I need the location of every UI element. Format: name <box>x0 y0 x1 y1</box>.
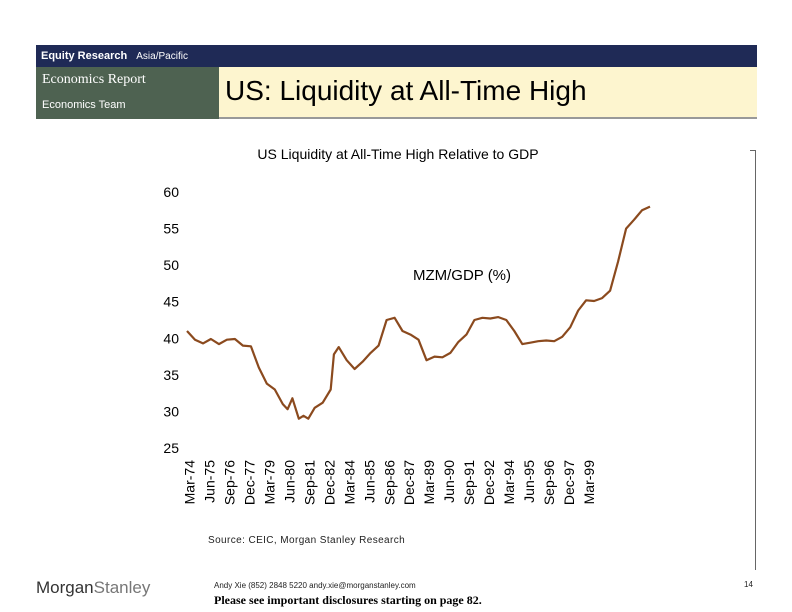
x-tick-label: Jun-85 <box>361 460 377 503</box>
x-tick-label: Sep-96 <box>541 460 557 505</box>
title-box: US: Liquidity at All-Time High <box>219 67 757 119</box>
y-tick-label: 45 <box>163 294 179 310</box>
y-tick-label: 35 <box>163 367 179 383</box>
x-tick-label: Dec-97 <box>561 460 577 505</box>
logo-part-stanley: Stanley <box>93 578 151 597</box>
y-tick-label: 30 <box>163 403 179 419</box>
contact-info: Andy Xie (852) 2848 5220 andy.xie@morgan… <box>214 581 416 590</box>
x-tick-label: Jun-95 <box>521 460 537 503</box>
x-tick-label: Sep-91 <box>461 460 477 505</box>
y-tick-label: 25 <box>163 440 179 456</box>
morgan-stanley-logo: MorganStanley <box>36 578 150 598</box>
y-tick-label: 60 <box>163 184 179 200</box>
x-tick-label: Mar-89 <box>421 460 437 505</box>
x-tick-label: Dec-92 <box>481 460 497 505</box>
x-tick-label: Mar-99 <box>581 460 597 505</box>
right-divider-tick <box>750 150 756 151</box>
x-tick-label: Sep-86 <box>381 460 397 505</box>
x-tick-label: Sep-81 <box>301 460 317 505</box>
page-number: 14 <box>744 580 753 589</box>
x-tick-label: Sep-76 <box>222 460 238 505</box>
x-tick-label: Mar-79 <box>262 460 278 505</box>
x-tick-label: Dec-82 <box>321 460 337 505</box>
y-axis: 60 55 50 45 40 35 30 25 <box>163 184 179 456</box>
right-divider <box>755 150 756 570</box>
x-tick-label: Jun-80 <box>281 460 297 503</box>
region-label: Asia/Pacific <box>136 51 188 62</box>
logo-part-morgan: Morgan <box>36 578 94 597</box>
y-tick-label: 55 <box>163 221 179 237</box>
team-name: Economics Team <box>42 99 126 111</box>
series-label: MZM/GDP (%) <box>413 267 511 284</box>
chart-title: US Liquidity at All-Time High Relative t… <box>257 146 538 162</box>
series-line <box>186 205 651 420</box>
page-title: US: Liquidity at All-Time High <box>225 75 587 106</box>
disclosure-link[interactable]: Please see important disclosures startin… <box>214 593 482 607</box>
x-tick-label: Mar-74 <box>182 460 198 505</box>
source-note: Source: CEIC, Morgan Stanley Research <box>208 535 406 546</box>
x-tick-label: Mar-94 <box>501 460 517 505</box>
report-type: Economics Report <box>42 72 146 87</box>
brand-label: Equity Research <box>41 50 128 62</box>
report-info-box: Economics Report Economics Team <box>36 67 219 119</box>
x-tick-label: Jun-75 <box>202 460 218 503</box>
x-tick-label: Dec-87 <box>401 460 417 505</box>
x-tick-label: Jun-90 <box>441 460 457 503</box>
x-tick-label: Dec-77 <box>242 460 258 505</box>
y-tick-label: 50 <box>163 257 179 273</box>
y-tick-label: 40 <box>163 330 179 346</box>
x-axis: Mar-74 Jun-75 Sep-76 Dec-77 Mar-79 Jun-80 Sep-… <box>182 460 597 505</box>
header-bar: Equity Research Asia/Pacific <box>36 45 757 67</box>
series-mzm-gdp <box>186 205 651 420</box>
x-tick-label: Mar-84 <box>341 460 357 505</box>
